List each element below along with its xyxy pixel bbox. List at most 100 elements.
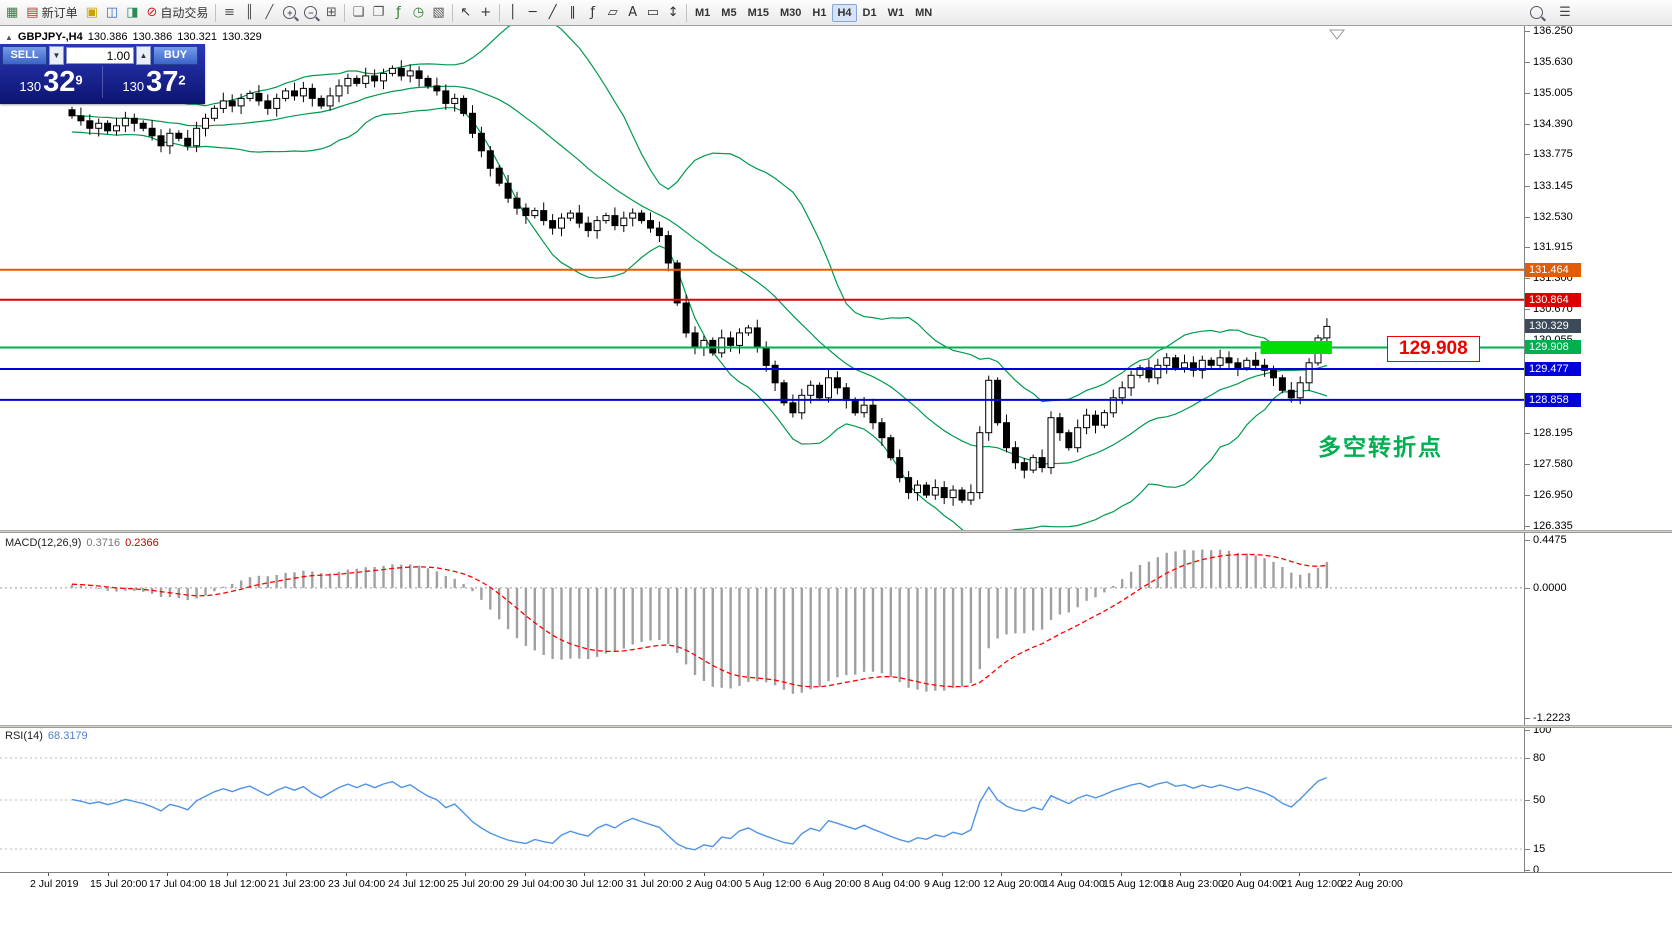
zoom-in-button[interactable]: + [279,3,300,23]
macd-canvas[interactable] [0,533,1524,725]
time-tick: 2 Jul 2019 [30,878,79,890]
time-tickmark [48,873,49,876]
buy-button[interactable]: BUY [153,46,198,65]
line-chart-button[interactable]: ╱ [259,3,279,23]
timeframe-m30-button[interactable]: M30 [775,4,806,22]
time-tick: 17 Jul 04:00 [149,878,207,890]
chart-annotation-text: 多空转折点 [1318,435,1443,461]
timeframe-d1-button[interactable]: D1 [858,4,882,22]
new-order-button[interactable]: ▤ 新订单 [22,3,81,23]
macd-scale[interactable]: 0.4475 0.0000 -1.2223 [1524,533,1672,725]
sell-button[interactable]: SELL [2,46,47,65]
rsi-scale[interactable]: 100 80 50 15 0 [1524,728,1672,872]
rsi-tick: 50 [1533,794,1546,806]
cursor-button[interactable]: ↖ [456,3,476,23]
bar-chart-icon: ≡ [223,5,235,20]
price-tickmark [1525,495,1530,496]
time-tickmark [1240,873,1241,876]
rsi-canvas[interactable] [0,728,1524,872]
autotrade-button[interactable]: ⊘ 自动交易 [143,3,213,23]
grid-icon: ⊞ [325,5,337,20]
time-tick: 21 Aug 12:00 [1281,878,1343,890]
zoom-out-button[interactable]: − [300,3,321,23]
sell-price[interactable]: 130329 [0,66,102,98]
time-tick: 30 Jul 12:00 [566,878,624,890]
buy-price[interactable]: 130372 [102,66,205,98]
menu-button[interactable]: ☰ [1555,3,1575,23]
grid-button[interactable]: ⊞ [321,3,341,23]
candle-chart-button[interactable]: ║ [239,3,259,23]
price-tickmark [1525,93,1530,94]
shapes-button[interactable]: ▱ [603,3,623,23]
time-tickmark [465,873,466,876]
period-icon: ◷ [412,5,425,20]
channel-button[interactable]: ∥ [563,3,583,23]
trendline-button[interactable]: ╱ [543,3,563,23]
volume-input[interactable] [66,47,134,64]
time-tick: 29 Jul 04:00 [507,878,565,890]
splitter-macd[interactable] [0,530,1672,533]
profiles-button[interactable]: ▣ [82,3,102,23]
horizontal-line-button[interactable]: ─ [523,3,543,23]
price-tick: 136.250 [1533,26,1573,37]
hline-price-tag: 129.908 [1525,340,1581,354]
volume-stepper-button[interactable]: ▲ [136,46,151,65]
rsi-pane[interactable]: RSI(14) 68.3179 [0,728,1524,872]
price-chart-canvas[interactable] [0,26,1524,530]
timeframe-m1-button[interactable]: M1 [690,4,715,22]
panel-toggle-icon[interactable]: ▲ [5,32,13,42]
price-tickmark [1525,278,1530,279]
time-tickmark [227,873,228,876]
crosshair-button[interactable]: + [476,3,496,23]
arrows-button[interactable]: ↕ [663,3,683,23]
symbol-header: ▲ GBPJPY-,H4 130.386 130.386 130.321 130… [5,31,262,43]
period-button[interactable]: ◷ [408,3,428,23]
price-tickmark [1525,526,1530,527]
time-axis[interactable]: 2 Jul 2019 15 Jul 20:00 17 Jul 04:00 18 Jul… [0,872,1672,892]
time-tickmark [584,873,585,876]
time-tick: 18 Aug 23:00 [1162,878,1224,890]
autotrade-icon: ⊘ [146,5,158,20]
price-tick: 126.950 [1533,489,1573,501]
horizontal-line-icon: ─ [528,5,537,20]
text-button[interactable]: A [623,3,643,23]
one-click-trading-panel: SELL ▼ ▲ BUY 130329 130372 [0,44,205,104]
sell-dropdown-button[interactable]: ▼ [49,46,64,65]
tile-windows-button[interactable]: ❏ [348,3,368,23]
time-tickmark [1359,873,1360,876]
time-tickmark [1180,873,1181,876]
price-tickmark [1525,62,1530,63]
vertical-line-button[interactable]: │ [503,3,523,23]
timeframe-mn-button[interactable]: MN [910,4,937,22]
macd-tickmark [1525,588,1530,589]
search-button[interactable] [1526,3,1547,23]
price-scale[interactable]: 136.250 135.630 135.005 134.390 133.775 133.1… [1524,26,1672,530]
price-chart-pane[interactable]: ▲ GBPJPY-,H4 130.386 130.386 130.321 130… [0,26,1524,530]
price-tick: 132.530 [1533,211,1573,223]
chart-settings-button[interactable]: ▧ [428,3,448,23]
time-tick: 18 Jul 12:00 [209,878,267,890]
time-tick: 9 Aug 12:00 [924,878,981,890]
menu-icon: ☰ [1559,5,1571,20]
splitter-rsi[interactable] [0,725,1672,728]
fibonacci-button[interactable]: ƒ [583,3,603,23]
label-button[interactable]: ▭ [643,3,663,23]
timeframe-w1-button[interactable]: W1 [883,4,910,22]
bar-chart-button[interactable]: ≡ [219,3,239,23]
macd-pane[interactable]: MACD(12,26,9) 0.3716 0.2366 [0,533,1524,725]
market-watch-button[interactable]: ◫ [102,3,122,23]
timeframe-m15-button[interactable]: M15 [743,4,774,22]
navigator-button[interactable]: ◨ [122,3,142,23]
indicators-button[interactable]: ƒ [388,3,408,23]
timeframe-h4-button[interactable]: H4 [832,3,857,22]
symbol-name: GBPJPY-,H4 [17,31,83,43]
timeframe-m5-button[interactable]: M5 [716,4,741,22]
new-chart-button[interactable]: ▦ [2,3,22,23]
timeframe-h1-button[interactable]: H1 [807,4,831,22]
macd-tickmark [1525,718,1530,719]
shapes-icon: ▱ [607,5,618,20]
time-tickmark [1001,873,1002,876]
time-tick: 24 Jul 12:00 [388,878,446,890]
cascade-windows-button[interactable]: ❐ [368,3,388,23]
